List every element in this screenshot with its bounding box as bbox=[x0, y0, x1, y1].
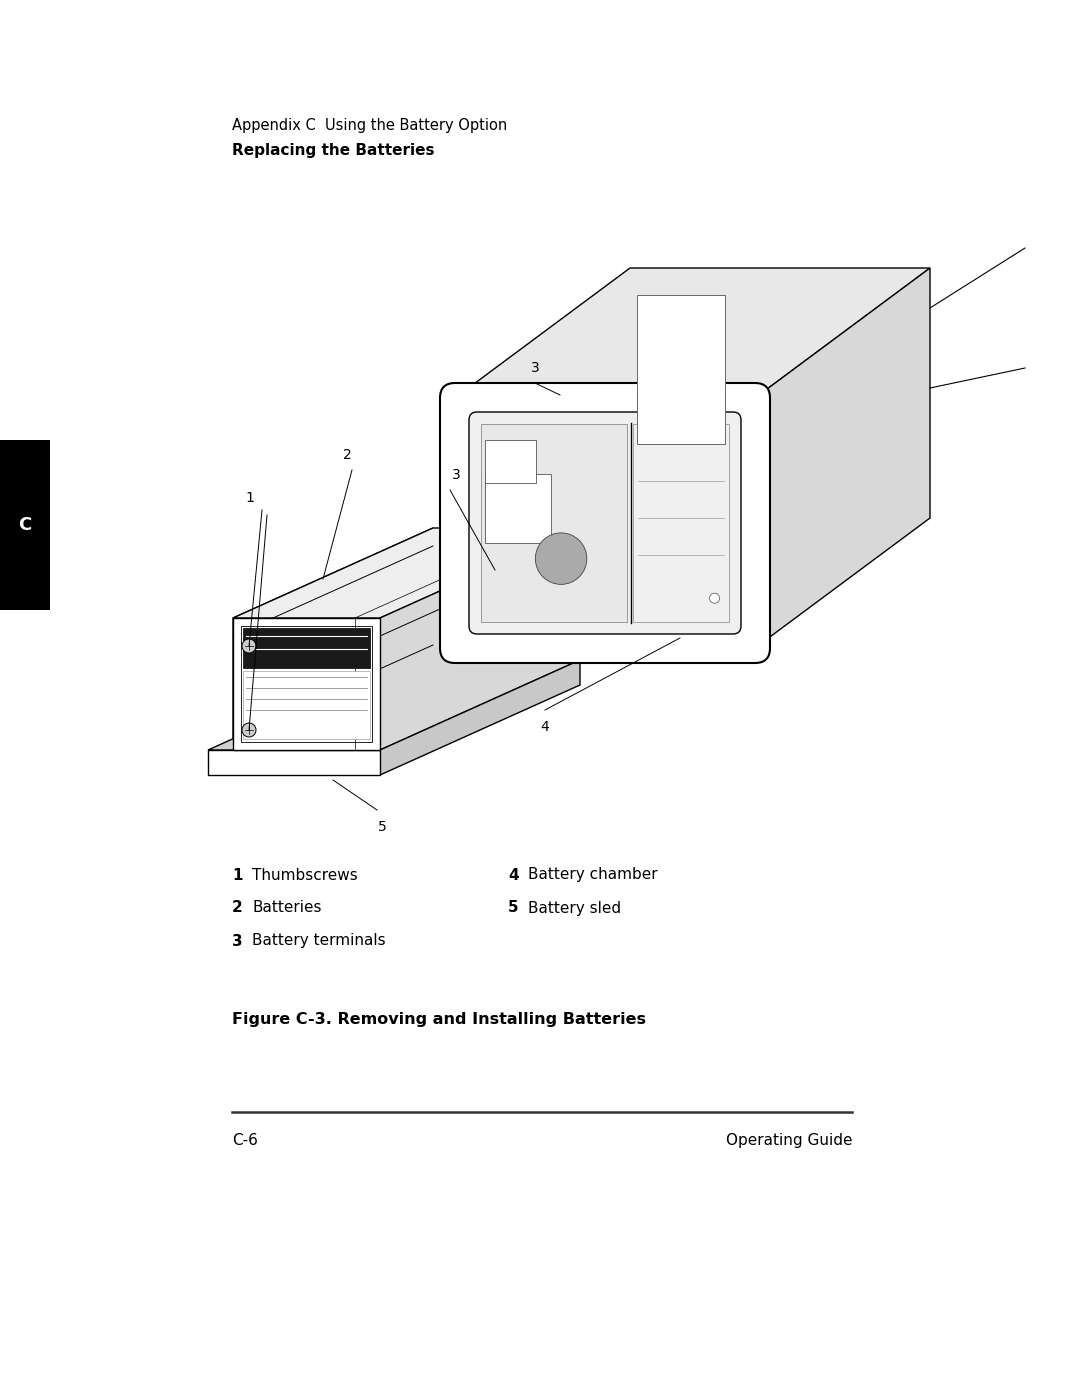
Text: 3: 3 bbox=[530, 360, 539, 374]
Text: 3: 3 bbox=[453, 468, 461, 482]
Bar bbox=[485, 440, 536, 483]
Circle shape bbox=[242, 724, 256, 738]
Text: Appendix C  Using the Battery Option: Appendix C Using the Battery Option bbox=[232, 117, 508, 133]
Circle shape bbox=[536, 532, 586, 584]
Text: Batteries: Batteries bbox=[252, 901, 322, 915]
Text: Battery sled: Battery sled bbox=[528, 901, 621, 915]
Polygon shape bbox=[208, 750, 380, 775]
Text: Battery terminals: Battery terminals bbox=[252, 933, 386, 949]
Text: Battery chamber: Battery chamber bbox=[528, 868, 658, 883]
Polygon shape bbox=[455, 268, 930, 398]
Polygon shape bbox=[755, 268, 930, 648]
Text: C-6: C-6 bbox=[232, 1133, 258, 1148]
Circle shape bbox=[710, 594, 719, 604]
Polygon shape bbox=[233, 528, 433, 750]
FancyBboxPatch shape bbox=[440, 383, 770, 664]
Text: 1: 1 bbox=[232, 868, 243, 883]
Polygon shape bbox=[233, 528, 580, 617]
Bar bbox=[485, 474, 551, 543]
Polygon shape bbox=[243, 629, 370, 668]
Polygon shape bbox=[633, 425, 729, 622]
Polygon shape bbox=[241, 626, 372, 742]
Text: 1: 1 bbox=[245, 490, 255, 504]
Bar bbox=[0, 440, 50, 610]
FancyBboxPatch shape bbox=[469, 412, 741, 634]
Text: Figure C-3. Removing and Installing Batteries: Figure C-3. Removing and Installing Batt… bbox=[232, 1011, 646, 1027]
Text: C: C bbox=[18, 515, 31, 534]
Text: 3: 3 bbox=[232, 933, 243, 949]
Circle shape bbox=[242, 638, 256, 652]
Text: Replacing the Batteries: Replacing the Batteries bbox=[232, 142, 434, 158]
Polygon shape bbox=[380, 659, 580, 775]
Polygon shape bbox=[233, 617, 380, 750]
Text: 5: 5 bbox=[508, 901, 518, 915]
Polygon shape bbox=[481, 425, 626, 622]
Text: 4: 4 bbox=[508, 868, 518, 883]
Text: 5: 5 bbox=[378, 820, 387, 834]
Polygon shape bbox=[243, 671, 370, 739]
Bar bbox=[636, 295, 725, 444]
Text: 2: 2 bbox=[342, 448, 351, 462]
Text: 4: 4 bbox=[541, 719, 550, 733]
Polygon shape bbox=[208, 659, 580, 750]
Text: 2: 2 bbox=[232, 901, 243, 915]
Text: Operating Guide: Operating Guide bbox=[726, 1133, 852, 1148]
Polygon shape bbox=[380, 528, 580, 750]
Text: Thumbscrews: Thumbscrews bbox=[252, 868, 357, 883]
